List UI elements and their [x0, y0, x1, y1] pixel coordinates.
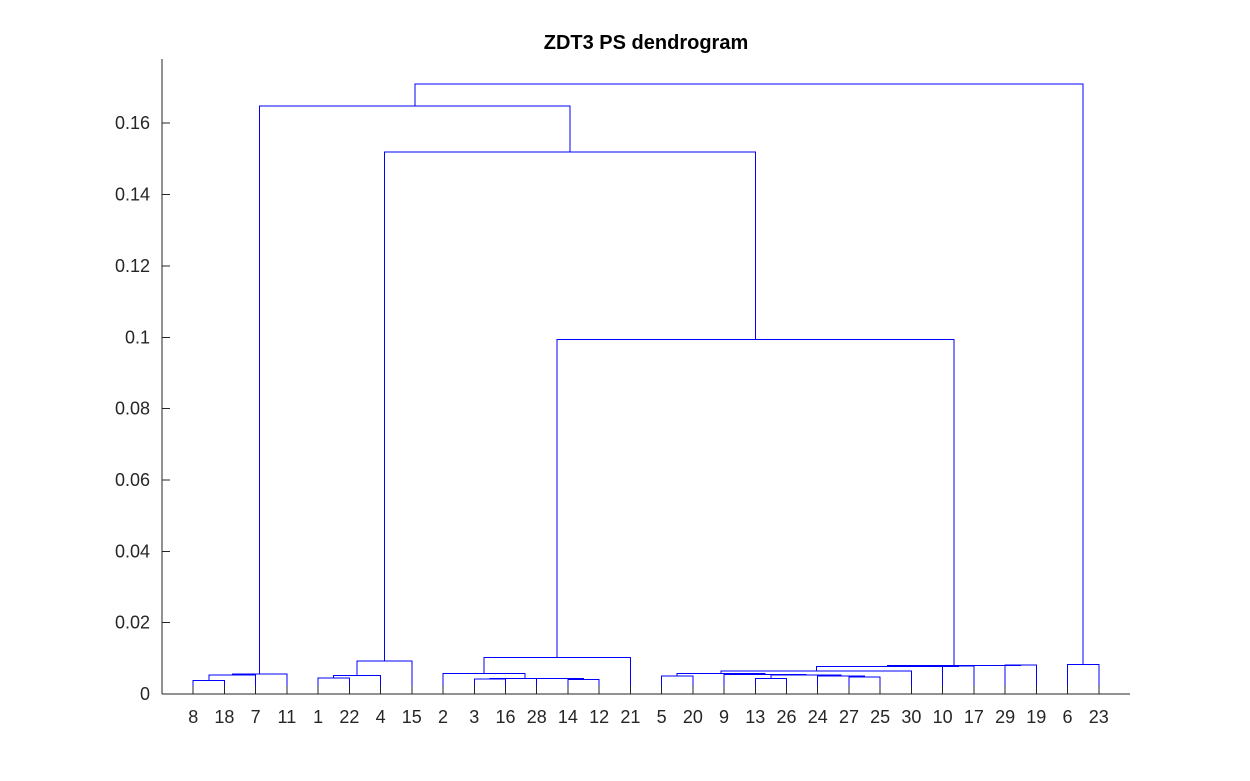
dendrogram-link [1067, 663, 1100, 694]
y-tick-label: 0.1 [125, 327, 150, 347]
leaf-label: 15 [402, 707, 422, 727]
dendrogram-link [817, 675, 866, 694]
leaf-label: 19 [1026, 707, 1046, 727]
dendrogram-links [192, 83, 1100, 694]
dendrogram-link [770, 674, 842, 679]
y-axis-ticks: 0 0.02 0.04 0.06 0.08 0.1 0.12 0.14 0.16 [115, 113, 170, 704]
leaf-label: 17 [964, 707, 984, 727]
leaf-label: 28 [527, 707, 547, 727]
dendrogram-link [754, 678, 788, 694]
leaf-label: 21 [620, 707, 640, 727]
dendrogram-link [942, 665, 975, 694]
dendrogram-link [317, 677, 350, 694]
dendrogram-link [231, 673, 288, 694]
dendrogram-link [661, 675, 694, 694]
leaf-label: 20 [683, 707, 703, 727]
dendrogram-link [567, 678, 600, 694]
dendrogram-link [723, 673, 807, 694]
leaf-label: 8 [188, 707, 198, 727]
y-tick-label: 0.02 [115, 613, 150, 633]
leaf-label: 1 [313, 707, 323, 727]
leaf-label: 26 [777, 707, 797, 727]
leaf-label: 10 [933, 707, 953, 727]
leaf-label: 5 [657, 707, 667, 727]
y-tick-label: 0.12 [115, 256, 150, 276]
leaf-label: 7 [251, 707, 261, 727]
leaf-label: 12 [589, 707, 609, 727]
leaf-label: 23 [1089, 707, 1109, 727]
leaf-label: 4 [376, 707, 386, 727]
dendrogram-link [483, 656, 631, 694]
x-axis-ticks: 8 18 7 11 1 22 4 15 2 3 16 28 14 12 21 5 20 9 13 26 24 27 25 30… [188, 686, 1109, 727]
leaf-label: 14 [558, 707, 578, 727]
chart-title: ZDT3 PS dendrogram [544, 32, 748, 54]
leaf-label: 22 [339, 707, 359, 727]
dendrogram-link [676, 672, 766, 677]
leaf-label: 9 [719, 707, 729, 727]
leaf-label: 29 [995, 707, 1015, 727]
y-tick-label: 0.08 [115, 399, 150, 419]
leaf-label: 30 [901, 707, 921, 727]
dendrogram-link [356, 660, 413, 694]
dendrogram-link [848, 676, 881, 694]
y-tick-label: 0.04 [115, 541, 150, 561]
dendrogram-link [473, 678, 506, 694]
dendrogram-link [720, 670, 912, 694]
dendrogram-link [192, 679, 225, 694]
dendrogram-link [1004, 664, 1037, 694]
dendrogram-link [414, 83, 1084, 665]
dendrogram-link [886, 664, 1022, 667]
leaf-label: 25 [870, 707, 890, 727]
leaf-label: 3 [469, 707, 479, 727]
leaf-label: 2 [438, 707, 448, 727]
y-tick-label: 0.06 [115, 470, 150, 490]
leaf-label: 6 [1063, 707, 1073, 727]
leaf-label: 18 [214, 707, 234, 727]
leaf-label: 16 [495, 707, 515, 727]
leaf-label: 24 [808, 707, 828, 727]
y-tick-label: 0 [140, 684, 150, 704]
dendrogram-link [815, 665, 959, 671]
dendrogram-link [259, 105, 571, 675]
dendrogram-link [383, 151, 757, 662]
dendrogram-link [208, 674, 257, 694]
leaf-label: 11 [278, 707, 297, 727]
y-tick-label: 0.16 [115, 113, 150, 133]
leaf-label: 27 [839, 707, 859, 727]
dendrogram-link [556, 338, 955, 666]
dendrogram-link [536, 678, 585, 694]
y-tick-label: 0.14 [115, 185, 150, 205]
dendrogram-link [442, 673, 526, 694]
leaf-label: 13 [745, 707, 765, 727]
